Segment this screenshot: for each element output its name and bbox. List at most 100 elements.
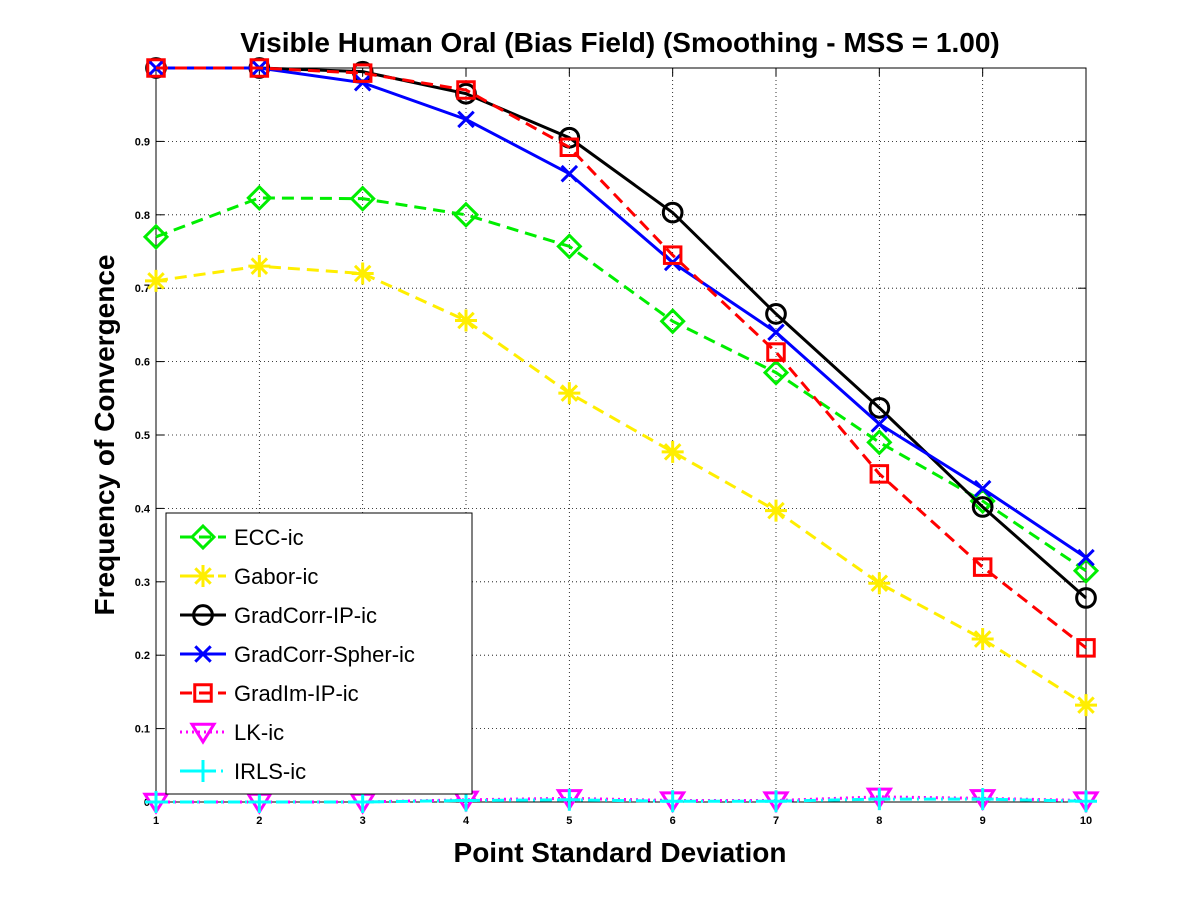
legend-entry: GradCorr-Spher-ic — [180, 642, 415, 667]
data-point — [1075, 790, 1097, 813]
data-point — [145, 791, 167, 813]
legend-entry: GradIm-IP-ic — [180, 681, 359, 706]
data-point — [351, 262, 374, 285]
x-axis-label: Point Standard Deviation — [454, 837, 787, 868]
legend-label: GradCorr-Spher-ic — [234, 642, 415, 667]
chart-title: Visible Human Oral (Bias Field) (Smoothi… — [240, 27, 1000, 58]
x-tick-label: 2 — [256, 815, 262, 827]
legend: ECC-ic Gabor-ic GradCorr-IP-ic GradCorr-Sph… — [165, 512, 473, 795]
series-gabor-ic — [145, 255, 1097, 717]
series-irls-ic — [145, 788, 1097, 813]
series-gradcorr-spher-ic — [147, 59, 1095, 567]
series-line — [156, 66, 1087, 559]
legend-entry: ECC-ic — [180, 523, 304, 551]
legend-entry: Gabor-ic — [180, 564, 318, 589]
data-point — [146, 58, 166, 78]
x-tick-label: 6 — [670, 815, 676, 827]
data-point — [1072, 557, 1100, 584]
data-point — [558, 788, 581, 811]
x-tick-label: 4 — [463, 815, 470, 827]
legend-entry: GradCorr-IP-ic — [180, 603, 377, 628]
legend-label: LK-ic — [234, 720, 284, 745]
data-point — [142, 223, 170, 250]
y-tick-label: 0.8 — [135, 210, 150, 222]
y-tick-label: 0.9 — [135, 136, 150, 148]
data-point — [972, 557, 993, 577]
data-point — [349, 185, 376, 212]
data-point — [765, 499, 787, 522]
data-point — [192, 565, 214, 587]
x-tick-label: 5 — [566, 815, 572, 827]
data-point — [971, 788, 994, 811]
data-point — [866, 429, 893, 456]
data-point — [767, 323, 785, 342]
x-tick-label: 10 — [1080, 815, 1092, 827]
x-tick-label: 7 — [773, 815, 779, 827]
series-line — [155, 264, 1087, 707]
data-point — [194, 645, 212, 663]
data-point — [766, 342, 786, 362]
y-tick-label: 0.7 — [135, 283, 150, 295]
data-point — [971, 496, 994, 518]
data-point — [661, 790, 684, 813]
y-tick-label: 0.4 — [135, 503, 151, 515]
y-tick-label: 0.1 — [135, 724, 150, 736]
legend-label: GradIm-IP-ic — [234, 681, 359, 706]
y-tick-label: 0.2 — [135, 650, 150, 662]
data-point — [1075, 587, 1097, 609]
data-point — [352, 63, 373, 83]
data-point — [870, 415, 889, 433]
data-point — [556, 233, 583, 260]
series-line — [155, 196, 1087, 573]
data-point — [765, 790, 787, 813]
data-point — [661, 201, 684, 224]
series-line — [156, 66, 1087, 650]
data-point — [192, 760, 214, 782]
data-point — [560, 164, 579, 183]
legend-label: ECC-ic — [234, 525, 304, 550]
y-axis-label: Frequency of Convergence — [89, 255, 120, 616]
data-point — [452, 201, 480, 228]
data-point — [248, 255, 271, 278]
data-point — [145, 269, 167, 292]
legend-entry: LK-ic — [180, 720, 284, 745]
data-point — [971, 628, 994, 651]
y-tick-label: 0.5 — [135, 430, 150, 442]
data-point — [868, 788, 891, 811]
legend-label: IRLS-ic — [234, 759, 306, 784]
data-point — [1075, 694, 1097, 717]
legend-label: GradCorr-IP-ic — [234, 603, 377, 628]
data-point — [1076, 638, 1096, 658]
data-point — [1077, 548, 1095, 567]
data-point — [248, 791, 271, 813]
data-point — [457, 110, 475, 129]
series-line — [156, 797, 1087, 804]
data-point — [762, 359, 790, 386]
data-point — [558, 382, 581, 405]
x-tick-label: 9 — [980, 815, 986, 827]
y-axis-ticks: 00.10.20.30.40.50.60.70.80.9 — [135, 136, 1086, 809]
data-point — [455, 309, 477, 332]
series-gradim-ip-ic — [146, 58, 1096, 658]
x-tick-label: 1 — [153, 815, 159, 827]
data-point — [662, 245, 683, 265]
data-point — [189, 523, 217, 551]
data-point — [969, 487, 996, 515]
x-tick-label: 3 — [360, 815, 366, 827]
data-point — [869, 464, 890, 484]
series-ecc-ic — [142, 184, 1100, 584]
legend-entry: IRLS-ic — [180, 759, 306, 784]
grid — [156, 68, 1086, 802]
data-point — [456, 80, 476, 100]
data-point — [193, 683, 213, 703]
x-tick-label: 8 — [876, 815, 882, 827]
data-point — [661, 440, 684, 463]
data-point — [249, 58, 270, 78]
data-point — [351, 791, 374, 813]
data-point — [868, 396, 891, 419]
data-point — [659, 308, 686, 335]
data-point — [246, 184, 273, 212]
series-layer — [142, 57, 1100, 815]
data-point — [192, 604, 214, 626]
